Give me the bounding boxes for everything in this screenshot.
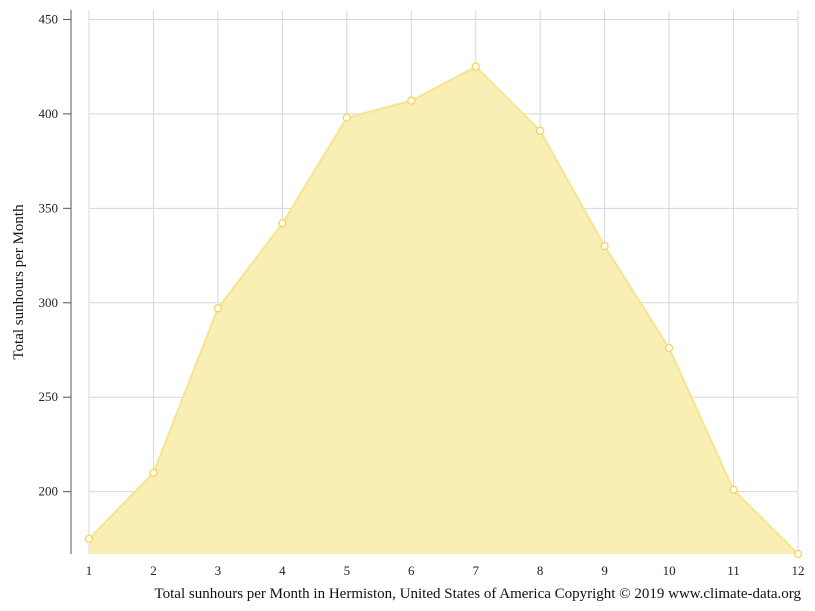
- chart-caption: Total sunhours per Month in Hermiston, U…: [155, 586, 802, 602]
- x-tick-label: 5: [344, 563, 351, 578]
- data-point-marker: [536, 126, 545, 136]
- x-tick-label: 1: [86, 563, 93, 578]
- data-point-marker: [729, 485, 738, 494]
- x-tick-label: 10: [663, 563, 676, 578]
- area-fill: [89, 66, 798, 554]
- x-axis-ticks: 1 2 3 4 5 6 7 8 9 10 11 12: [86, 563, 805, 578]
- y-axis-title: Total sunhours per Month: [11, 204, 27, 360]
- data-point-marker: [600, 241, 609, 251]
- data-point-marker: [149, 468, 158, 477]
- data-point-marker: [213, 304, 223, 313]
- y-tick-label: 200: [39, 484, 59, 499]
- data-point-marker: [84, 534, 94, 544]
- y-axis-ticks: 200 250 300 350 400 450: [39, 11, 71, 499]
- x-tick-label: 8: [537, 563, 544, 578]
- x-tick-label: 6: [408, 563, 415, 578]
- x-tick-label: 7: [472, 563, 479, 578]
- data-point-marker: [407, 96, 416, 105]
- y-tick-label: 450: [39, 11, 59, 26]
- y-tick-label: 300: [39, 295, 59, 310]
- x-tick-label: 9: [601, 563, 608, 578]
- y-tick-label: 400: [39, 106, 59, 121]
- data-point-marker: [664, 343, 674, 353]
- x-tick-label: 11: [727, 563, 740, 578]
- data-point-marker: [471, 62, 480, 71]
- x-tick-label: 4: [279, 563, 286, 578]
- y-tick-label: 350: [39, 200, 59, 215]
- data-point-marker: [342, 113, 351, 122]
- data-point-marker: [278, 219, 287, 228]
- x-tick-label: 12: [792, 563, 805, 578]
- data-markers: [84, 62, 803, 559]
- area-line: [88, 65, 799, 555]
- x-tick-label: 3: [215, 563, 222, 578]
- y-tick-label: 250: [39, 389, 59, 404]
- x-tick-label: 2: [150, 563, 157, 578]
- data-point-marker: [793, 549, 803, 559]
